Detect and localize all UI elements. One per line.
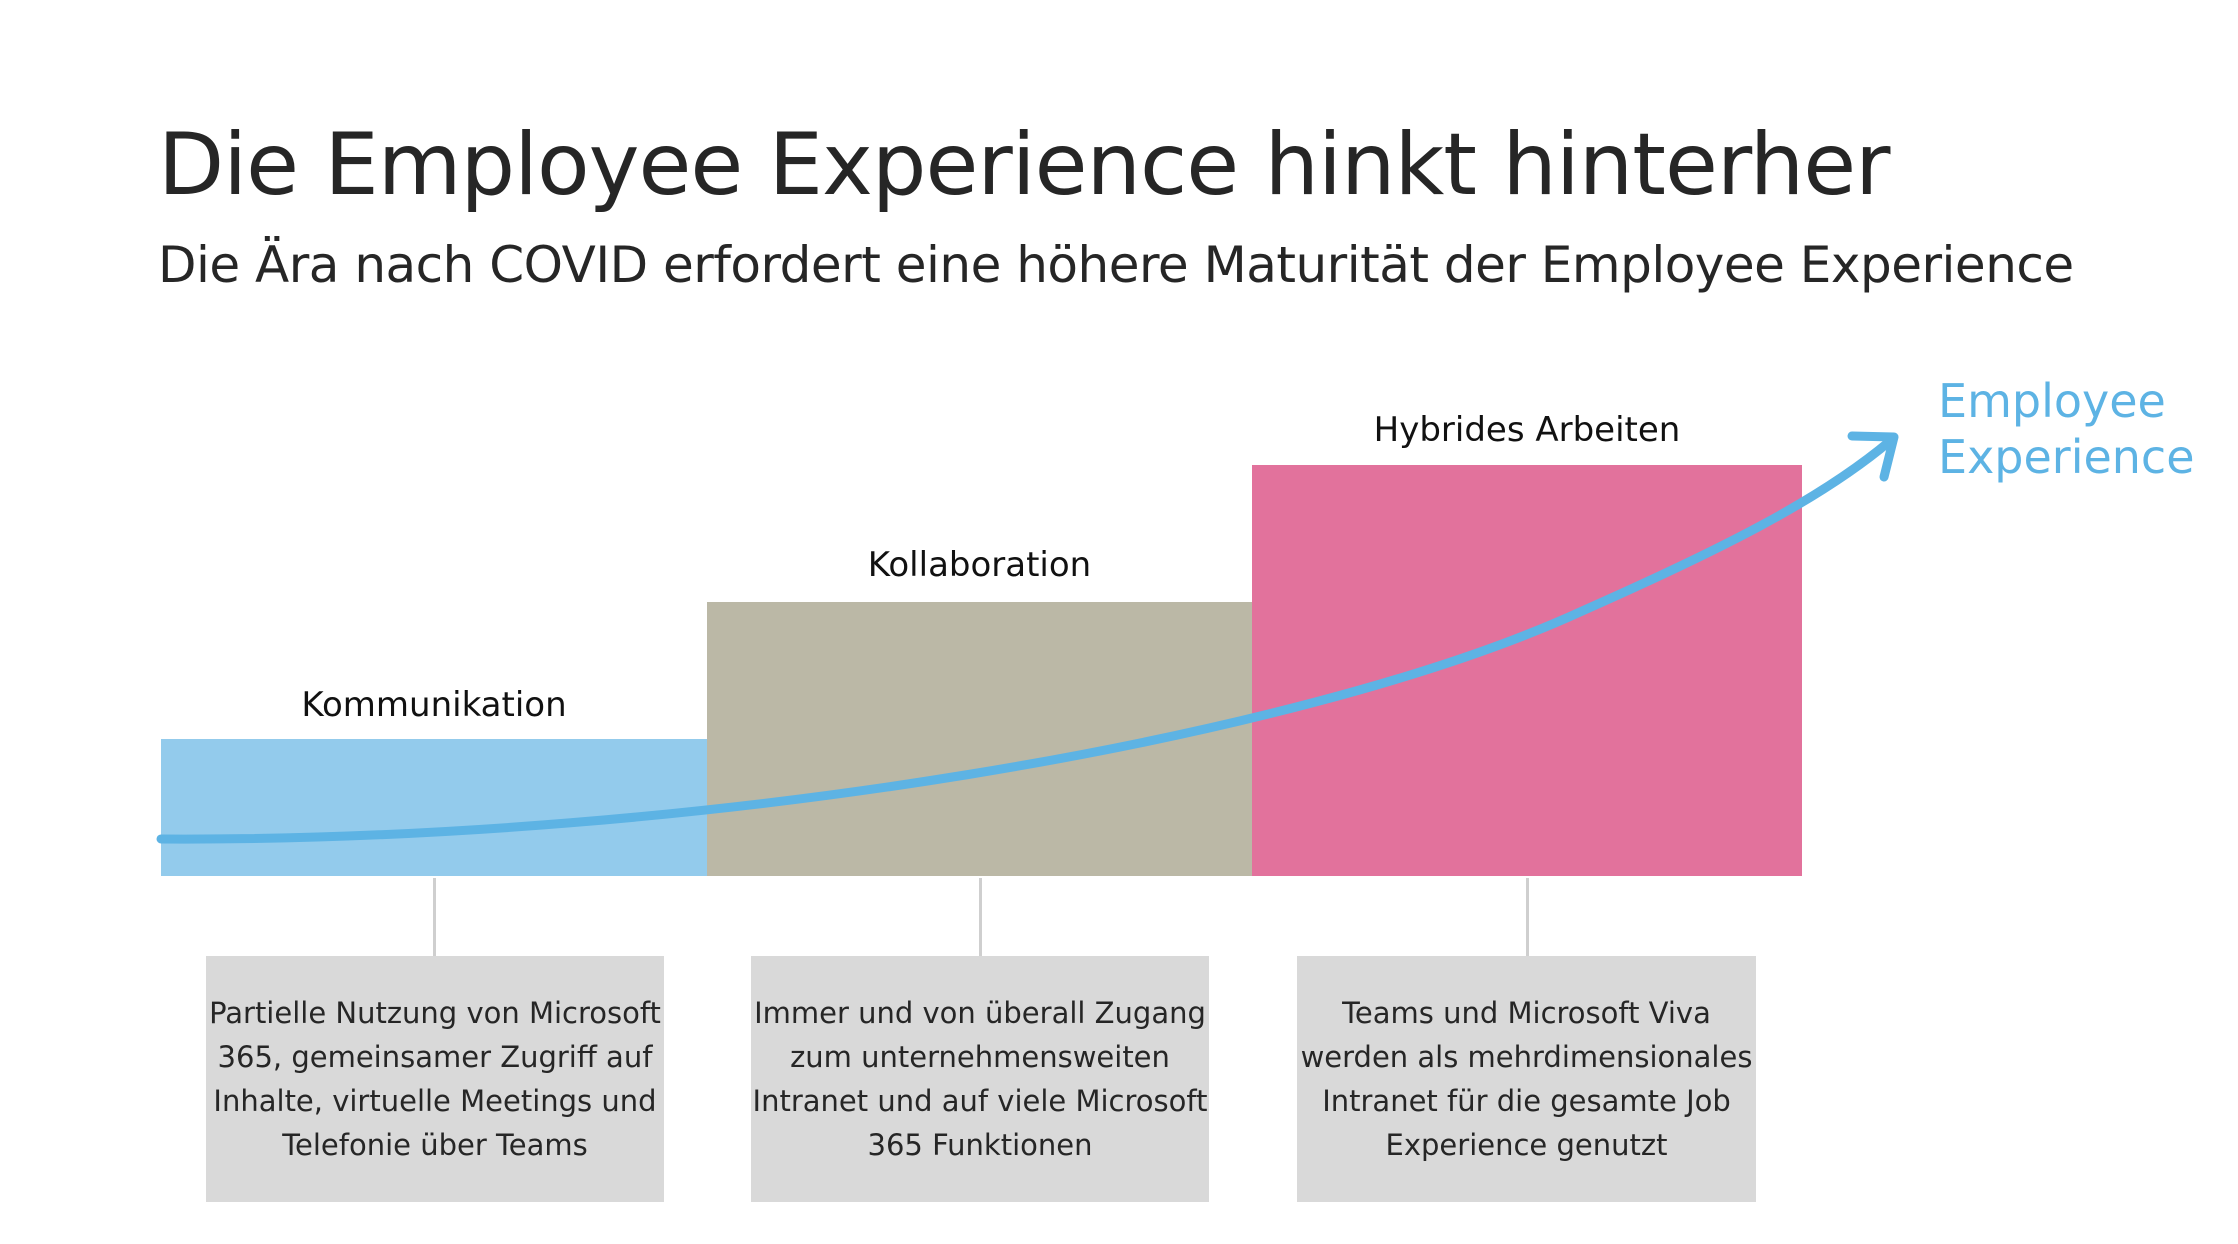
connector-line-hybrides-arbeiten <box>1526 878 1529 956</box>
description-box-kommunikation: Partielle Nutzung von Microsoft 365, gem… <box>206 956 664 1202</box>
connector-line-kommunikation <box>433 878 436 956</box>
stage-label-hybrides-arbeiten: Hybrides Arbeiten <box>1373 410 1681 450</box>
stage-block-kommunikation <box>161 739 707 876</box>
stage-label-kommunikation: Kommunikation <box>301 685 567 725</box>
description-box-kollaboration: Immer und von überall Zugang zum unterne… <box>751 956 1209 1202</box>
stage-block-hybrides-arbeiten <box>1252 465 1802 876</box>
stage-label-kollaboration: Kollaboration <box>867 545 1092 585</box>
page-subtitle: Die Ära nach COVID erfordert eine höhere… <box>158 236 2074 294</box>
description-box-hybrides-arbeiten: Teams und Microsoft Viva werden als mehr… <box>1297 956 1756 1202</box>
arrowhead-icon <box>1847 431 1899 482</box>
page-title: Die Employee Experience hinkt hinterher <box>158 115 1890 215</box>
curve-label: Employee Experience <box>1938 374 2195 484</box>
description-text-hybrides-arbeiten: Teams und Microsoft Viva werden als mehr… <box>1300 996 1753 1162</box>
description-text-kommunikation: Partielle Nutzung von Microsoft 365, gem… <box>209 996 661 1162</box>
growth-curve <box>156 436 1895 844</box>
description-text-kollaboration: Immer und von überall Zugang zum unterne… <box>752 996 1208 1162</box>
connector-line-kollaboration <box>979 878 982 956</box>
